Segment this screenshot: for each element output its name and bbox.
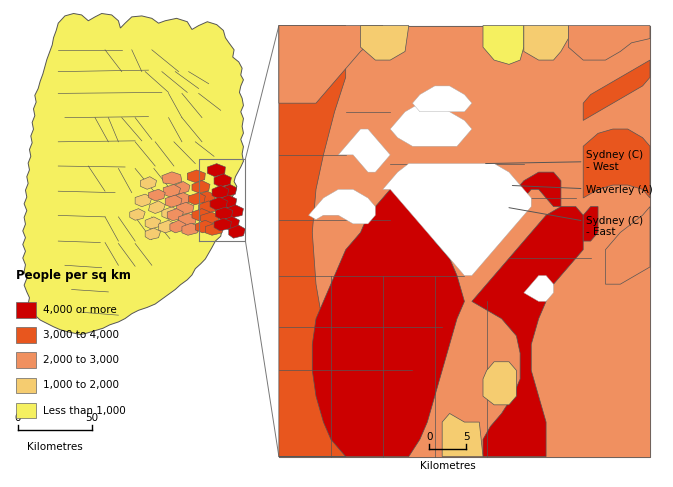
Polygon shape [279,26,346,456]
Polygon shape [583,60,650,120]
Polygon shape [176,202,194,214]
Polygon shape [192,181,210,193]
Polygon shape [210,197,227,210]
Polygon shape [174,182,190,194]
Polygon shape [569,26,650,60]
Polygon shape [524,276,553,301]
Bar [279,26,650,456]
Polygon shape [164,185,180,197]
Polygon shape [583,129,650,198]
Polygon shape [197,191,215,204]
Polygon shape [279,26,383,103]
Polygon shape [135,194,152,206]
Polygon shape [214,218,232,231]
Polygon shape [583,206,598,241]
Polygon shape [212,186,229,199]
Text: Sydney (C)
- East: Sydney (C) - East [509,207,643,237]
Polygon shape [279,26,650,456]
Polygon shape [162,206,178,219]
Bar [16,327,36,343]
Polygon shape [524,26,569,60]
Polygon shape [309,189,376,224]
Polygon shape [215,207,233,220]
Polygon shape [413,86,472,112]
Polygon shape [606,206,650,284]
Polygon shape [167,208,183,221]
Polygon shape [195,220,214,233]
Polygon shape [483,26,524,64]
Text: Sydney (C)
- West: Sydney (C) - West [486,150,643,172]
Bar [16,377,36,393]
Polygon shape [141,177,157,189]
Text: 3,000 to 4,000: 3,000 to 4,000 [43,330,119,340]
Polygon shape [178,213,197,225]
Text: 4,000 or more: 4,000 or more [43,305,116,315]
Text: Waverley (A): Waverley (A) [512,185,653,195]
Polygon shape [207,164,225,177]
Polygon shape [170,220,186,233]
Polygon shape [339,129,390,172]
Polygon shape [149,189,165,201]
Polygon shape [279,181,464,456]
Polygon shape [483,362,516,405]
Text: 0: 0 [15,412,22,423]
Text: People per sq km: People per sq km [16,269,131,282]
Polygon shape [165,195,182,207]
Polygon shape [130,208,145,220]
Polygon shape [219,195,237,208]
Text: 1,000 to 2,000: 1,000 to 2,000 [43,380,119,391]
Polygon shape [222,216,240,229]
Polygon shape [442,413,483,456]
Polygon shape [205,223,223,235]
Polygon shape [182,223,199,235]
Text: 5: 5 [463,432,470,442]
Polygon shape [192,208,210,221]
Polygon shape [214,174,232,187]
Polygon shape [188,193,205,205]
Polygon shape [145,228,161,240]
Polygon shape [23,14,244,335]
Text: 0: 0 [426,432,433,442]
Text: Less than 1,000: Less than 1,000 [43,406,126,415]
Polygon shape [162,172,182,185]
Bar [16,302,36,318]
Polygon shape [159,220,175,233]
Polygon shape [361,26,409,60]
Polygon shape [472,206,583,456]
Polygon shape [187,170,205,183]
Polygon shape [229,225,246,238]
Polygon shape [199,201,217,213]
Polygon shape [390,103,472,146]
Polygon shape [221,185,237,197]
Polygon shape [383,164,531,276]
Polygon shape [509,172,561,215]
Text: 50: 50 [85,412,98,423]
Polygon shape [149,201,165,213]
Polygon shape [174,193,190,205]
Polygon shape [201,212,219,224]
Polygon shape [225,205,244,218]
Polygon shape [145,217,161,229]
Text: 2,000 to 3,000: 2,000 to 3,000 [43,355,119,365]
Bar [16,403,36,418]
Text: Kilometres: Kilometres [420,461,476,471]
Bar [16,353,36,368]
Text: Kilometres: Kilometres [27,442,83,452]
